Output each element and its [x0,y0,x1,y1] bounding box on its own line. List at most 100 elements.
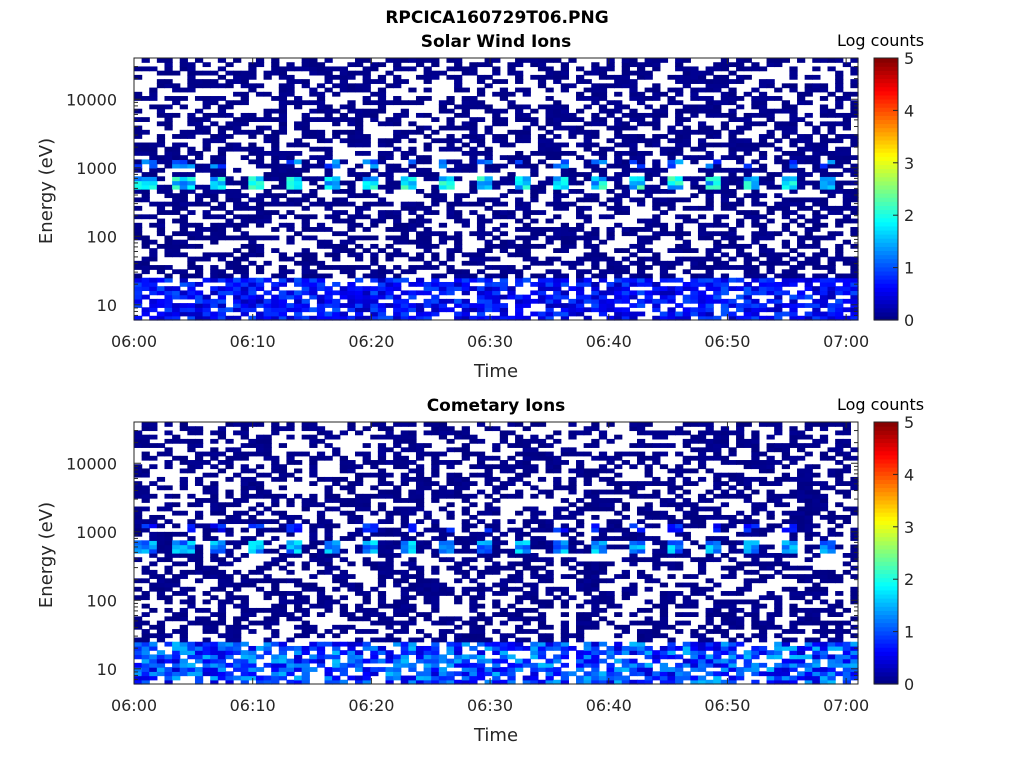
heatmap-cell [324,641,333,647]
heatmap-cell [362,595,371,601]
heatmap-cell [499,210,509,215]
heatmap-cell [355,138,364,144]
heatmap-cell [736,66,745,72]
heatmap-cell [400,472,409,478]
heatmap-cell [225,595,234,601]
heatmap-cell [781,269,791,275]
heatmap-cell [134,671,143,677]
heatmap-cell [271,108,280,114]
heatmap-cell [134,214,143,220]
heatmap-cell [233,281,242,287]
heatmap-cell [263,675,272,681]
heatmap-cell [515,155,524,161]
heatmap-cell [583,96,592,101]
heatmap-cell [469,66,478,72]
heatmap-cell [766,184,775,190]
heatmap-cell [530,150,539,156]
heatmap-cell [377,218,387,224]
heatmap-cell [598,214,608,220]
heatmap-cell [804,155,813,161]
heatmap-cell [438,637,448,643]
heatmap-cell [636,163,646,169]
heatmap-cell [621,70,630,76]
heatmap-cell [164,451,173,457]
heatmap-cell [309,201,318,207]
heatmap-cell [134,616,143,622]
heatmap-cell [530,298,539,304]
heatmap-cell [797,176,806,182]
heatmap-cell [301,426,310,432]
heatmap-cell [294,544,303,550]
heatmap-cell [347,481,356,486]
colorbar-segment [874,201,898,206]
heatmap-cell [751,201,760,207]
heatmap-cell [591,121,600,127]
heatmap-cell [568,243,577,249]
heatmap-cell [454,315,463,321]
heatmap-cell [301,629,310,634]
heatmap-cell [271,155,280,161]
heatmap-cell [667,248,676,253]
heatmap-cell [415,481,425,486]
heatmap-cell [179,96,188,101]
heatmap-cell [179,184,188,190]
heatmap-cell [347,74,356,80]
heatmap-cell [187,303,196,308]
heatmap-cell [415,112,425,118]
heatmap-cell [271,582,280,588]
heatmap-cell [766,108,775,114]
heatmap-cell [286,150,295,156]
heatmap-cell [233,307,242,313]
heatmap-cell [141,172,150,177]
heatmap-cell [682,125,691,131]
colorbar-segment [874,287,898,292]
heatmap-cell [774,307,783,313]
heatmap-cell [530,290,539,296]
heatmap-cell [804,235,813,241]
heatmap-cell [194,548,204,554]
heatmap-cell [278,167,288,173]
heatmap-cell [423,210,432,215]
heatmap-cell [850,210,859,215]
heatmap-cell [408,184,417,190]
heatmap-cell [507,66,516,72]
heatmap-cell [438,451,448,457]
heatmap-cell [553,269,562,275]
heatmap-cell [134,464,143,470]
heatmap-cell [316,104,326,110]
heatmap-cell [499,138,509,144]
heatmap-cell [347,227,356,232]
heatmap-cell [194,269,204,275]
heatmap-cell [179,172,188,177]
heatmap-cell [804,303,813,308]
heatmap-cell [621,79,630,84]
heatmap-cell [240,256,249,262]
heatmap-cell [530,163,539,169]
heatmap-cell [202,527,211,533]
heatmap-cell [324,108,333,114]
heatmap-cell [751,231,760,237]
heatmap-cell [194,83,204,89]
heatmap-cell [309,527,318,533]
heatmap-cell [316,612,326,617]
heatmap-cell [134,544,143,550]
heatmap-cell [263,434,272,440]
heatmap-cell [370,252,379,258]
heatmap-cell [332,574,341,579]
heatmap-cell [316,603,326,609]
heatmap-cell [400,599,409,605]
heatmap-cell [385,138,394,144]
heatmap-cell [339,582,348,588]
heatmap-cell [713,248,722,253]
heatmap-cell [667,298,676,304]
heatmap-cell [736,155,745,161]
heatmap-cell [263,70,272,76]
heatmap-cell [271,193,280,199]
heatmap-cell [789,66,798,72]
heatmap-cell [621,193,630,199]
heatmap-cell [134,586,143,592]
heatmap-cell [438,434,448,440]
heatmap-cell [316,591,326,596]
heatmap-cell [423,239,432,245]
heatmap-cell [217,66,227,72]
